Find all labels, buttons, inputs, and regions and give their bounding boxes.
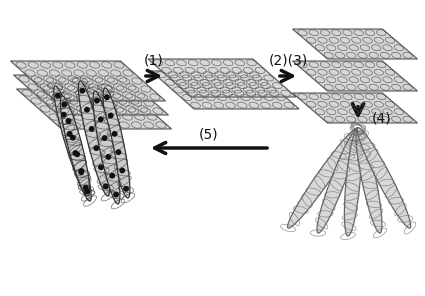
Ellipse shape [357,128,411,228]
Polygon shape [148,59,296,97]
Circle shape [114,192,118,197]
Ellipse shape [60,96,90,196]
Circle shape [105,95,109,99]
Polygon shape [14,75,168,115]
Circle shape [84,185,88,190]
Circle shape [99,165,103,170]
Ellipse shape [288,128,358,228]
Circle shape [62,102,66,107]
Polygon shape [17,89,172,129]
Circle shape [124,186,128,191]
Circle shape [73,151,78,155]
Circle shape [62,112,66,117]
Polygon shape [292,29,417,59]
Polygon shape [151,71,299,109]
Ellipse shape [344,128,362,236]
Ellipse shape [103,88,130,198]
Circle shape [85,189,89,194]
Text: (2)(3): (2)(3) [268,54,308,68]
Circle shape [71,136,75,140]
Circle shape [110,173,114,178]
Circle shape [95,98,99,103]
Text: (5): (5) [199,127,219,141]
Circle shape [85,107,89,112]
Polygon shape [292,61,417,91]
Circle shape [56,93,60,98]
Ellipse shape [93,91,120,204]
Text: (1): (1) [144,54,164,68]
Circle shape [120,168,125,173]
Circle shape [116,150,121,155]
Ellipse shape [79,81,110,196]
Circle shape [102,136,107,140]
Polygon shape [292,93,417,123]
Circle shape [79,170,83,174]
Circle shape [108,113,113,118]
Ellipse shape [54,86,91,201]
Circle shape [94,146,99,150]
Circle shape [80,88,85,93]
Circle shape [103,184,108,189]
Circle shape [79,169,84,173]
Circle shape [99,117,103,121]
Circle shape [66,119,71,123]
Text: (4): (4) [372,112,391,126]
Ellipse shape [317,128,359,233]
Ellipse shape [356,128,382,233]
Circle shape [106,155,110,159]
Circle shape [89,127,94,131]
Polygon shape [11,61,165,101]
Circle shape [112,132,117,136]
Circle shape [75,152,79,157]
Circle shape [67,132,72,136]
